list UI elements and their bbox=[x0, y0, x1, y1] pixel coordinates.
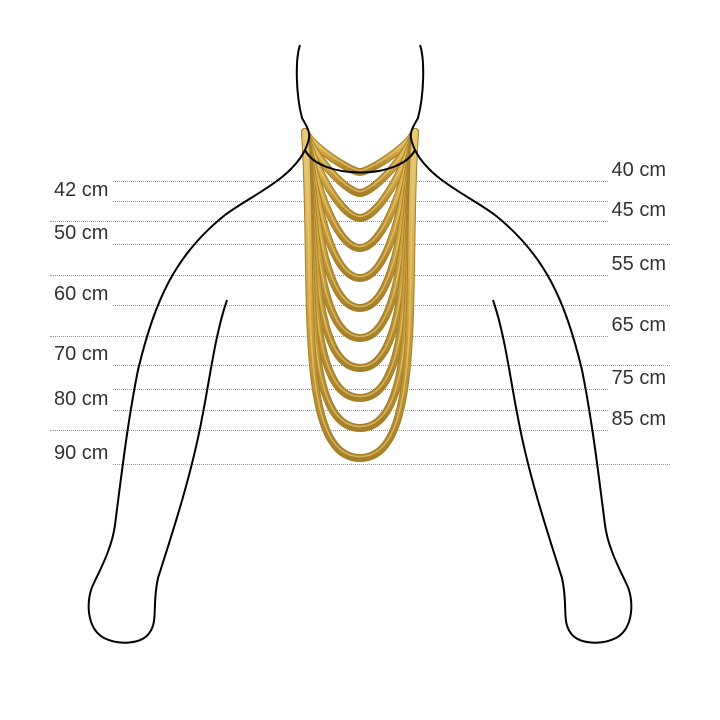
length-label: 40 cm bbox=[608, 159, 670, 182]
length-label: 90 cm bbox=[50, 442, 112, 465]
length-label: 60 cm bbox=[50, 283, 112, 306]
length-label: 45 cm bbox=[608, 199, 670, 222]
length-label: 85 cm bbox=[608, 408, 670, 431]
length-label: 42 cm bbox=[50, 179, 112, 202]
length-label: 55 cm bbox=[608, 253, 670, 276]
length-label: 50 cm bbox=[50, 222, 112, 245]
length-label: 70 cm bbox=[50, 343, 112, 366]
length-label: 80 cm bbox=[50, 388, 112, 411]
chains-group bbox=[305, 131, 415, 459]
length-label: 75 cm bbox=[608, 367, 670, 390]
torso-outline bbox=[89, 45, 632, 643]
length-label: 65 cm bbox=[608, 314, 670, 337]
